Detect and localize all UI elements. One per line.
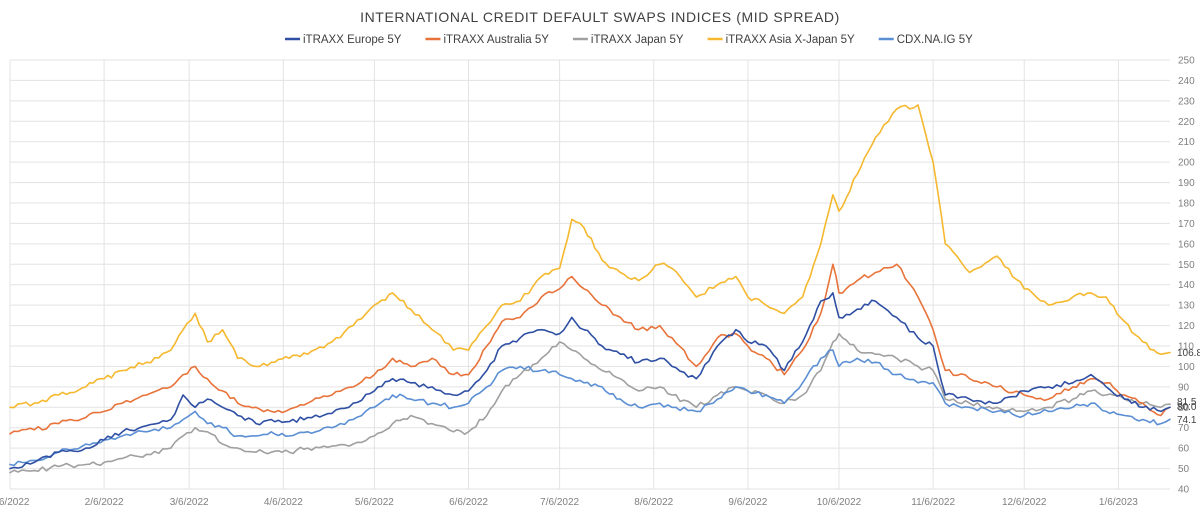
y-tick-label: 80 xyxy=(1178,403,1190,414)
end-value-label: 81.5 xyxy=(1177,397,1197,408)
y-tick-label: 90 xyxy=(1178,382,1190,393)
y-tick-label: 160 xyxy=(1178,239,1195,250)
y-tick-label: 180 xyxy=(1178,199,1195,210)
y-tick-label: 200 xyxy=(1178,158,1195,169)
y-tick-label: 40 xyxy=(1178,485,1190,496)
y-tick-label: 230 xyxy=(1178,96,1195,107)
y-axis: 40 50 60 70 80 90 100 110 120 130 140 150 160 170 180 1… xyxy=(1178,56,1195,496)
x-tick-label: 3/6/2022 xyxy=(170,497,209,508)
series-line-itraxx-australia-5y xyxy=(9,263,1171,435)
x-axis: 1/6/2022 2/6/2022 3/6/2022 4/6/2022 5/6/2022… xyxy=(0,497,1138,508)
series-lines xyxy=(9,104,1171,474)
legend-label: CDX.NA.IG 5Y xyxy=(897,34,973,46)
series-line-itraxx-asia-x-japan-5y xyxy=(9,104,1171,409)
y-tick-label: 110 xyxy=(1178,342,1194,353)
chart-title: INTERNATIONAL CREDIT DEFAULT SWAPS INDIC… xyxy=(360,9,840,25)
y-tick-label: 220 xyxy=(1178,117,1195,128)
series-line-itraxx-europe-5y xyxy=(9,292,1171,470)
x-tick-label: 6/6/2022 xyxy=(449,497,488,508)
x-tick-label: 1/6/2023 xyxy=(1099,497,1138,508)
series-line-cdx-na-ig-5y xyxy=(9,349,1171,467)
x-tick-label: 1/6/2022 xyxy=(0,497,30,508)
y-tick-label: 250 xyxy=(1178,56,1195,67)
y-tick-label: 120 xyxy=(1178,321,1195,332)
x-tick-label: 10/6/2022 xyxy=(817,497,862,508)
x-tick-label: 2/6/2022 xyxy=(85,497,124,508)
y-tick-label: 190 xyxy=(1178,178,1195,189)
x-tick-label: 11/6/2022 xyxy=(911,497,955,508)
y-tick-label: 130 xyxy=(1178,301,1195,312)
x-tick-label: 5/6/2022 xyxy=(355,497,394,508)
end-value-label: 80.0 xyxy=(1177,402,1197,413)
y-tick-label: 50 xyxy=(1178,464,1190,475)
y-tick-label: 210 xyxy=(1178,137,1195,148)
y-tick-label: 100 xyxy=(1178,362,1195,373)
legend-label: iTRAXX Asia X-Japan 5Y xyxy=(726,34,855,46)
y-tick-label: 60 xyxy=(1178,444,1190,455)
y-tick-label: 140 xyxy=(1178,280,1195,291)
y-tick-label: 170 xyxy=(1178,219,1195,230)
end-value-label: 106.8 xyxy=(1177,348,1200,359)
legend-label: iTRAXX Japan 5Y xyxy=(591,34,684,46)
x-tick-label: 7/6/2022 xyxy=(540,497,579,508)
x-tick-label: 9/6/2022 xyxy=(728,497,767,508)
y-tick-label: 150 xyxy=(1178,260,1195,271)
x-tick-label: 4/6/2022 xyxy=(264,497,303,508)
y-tick-label: 70 xyxy=(1178,423,1190,434)
gridlines xyxy=(9,59,1170,490)
legend-label: iTRAXX Australia 5Y xyxy=(443,34,549,46)
x-tick-label: 8/6/2022 xyxy=(634,497,673,508)
chart-legend: iTRAXX Europe 5Y iTRAXX Australia 5Y iTRAX… xyxy=(285,34,973,46)
end-value-labels: 80.081.5 106.8 74.1 xyxy=(1177,348,1200,426)
series-line-itraxx-japan-5y xyxy=(9,332,1171,474)
y-tick-label: 240 xyxy=(1178,76,1195,87)
end-value-label: 74.1 xyxy=(1177,415,1197,426)
legend-label: iTRAXX Europe 5Y xyxy=(303,34,402,46)
x-tick-label: 12/6/2022 xyxy=(1002,497,1047,508)
